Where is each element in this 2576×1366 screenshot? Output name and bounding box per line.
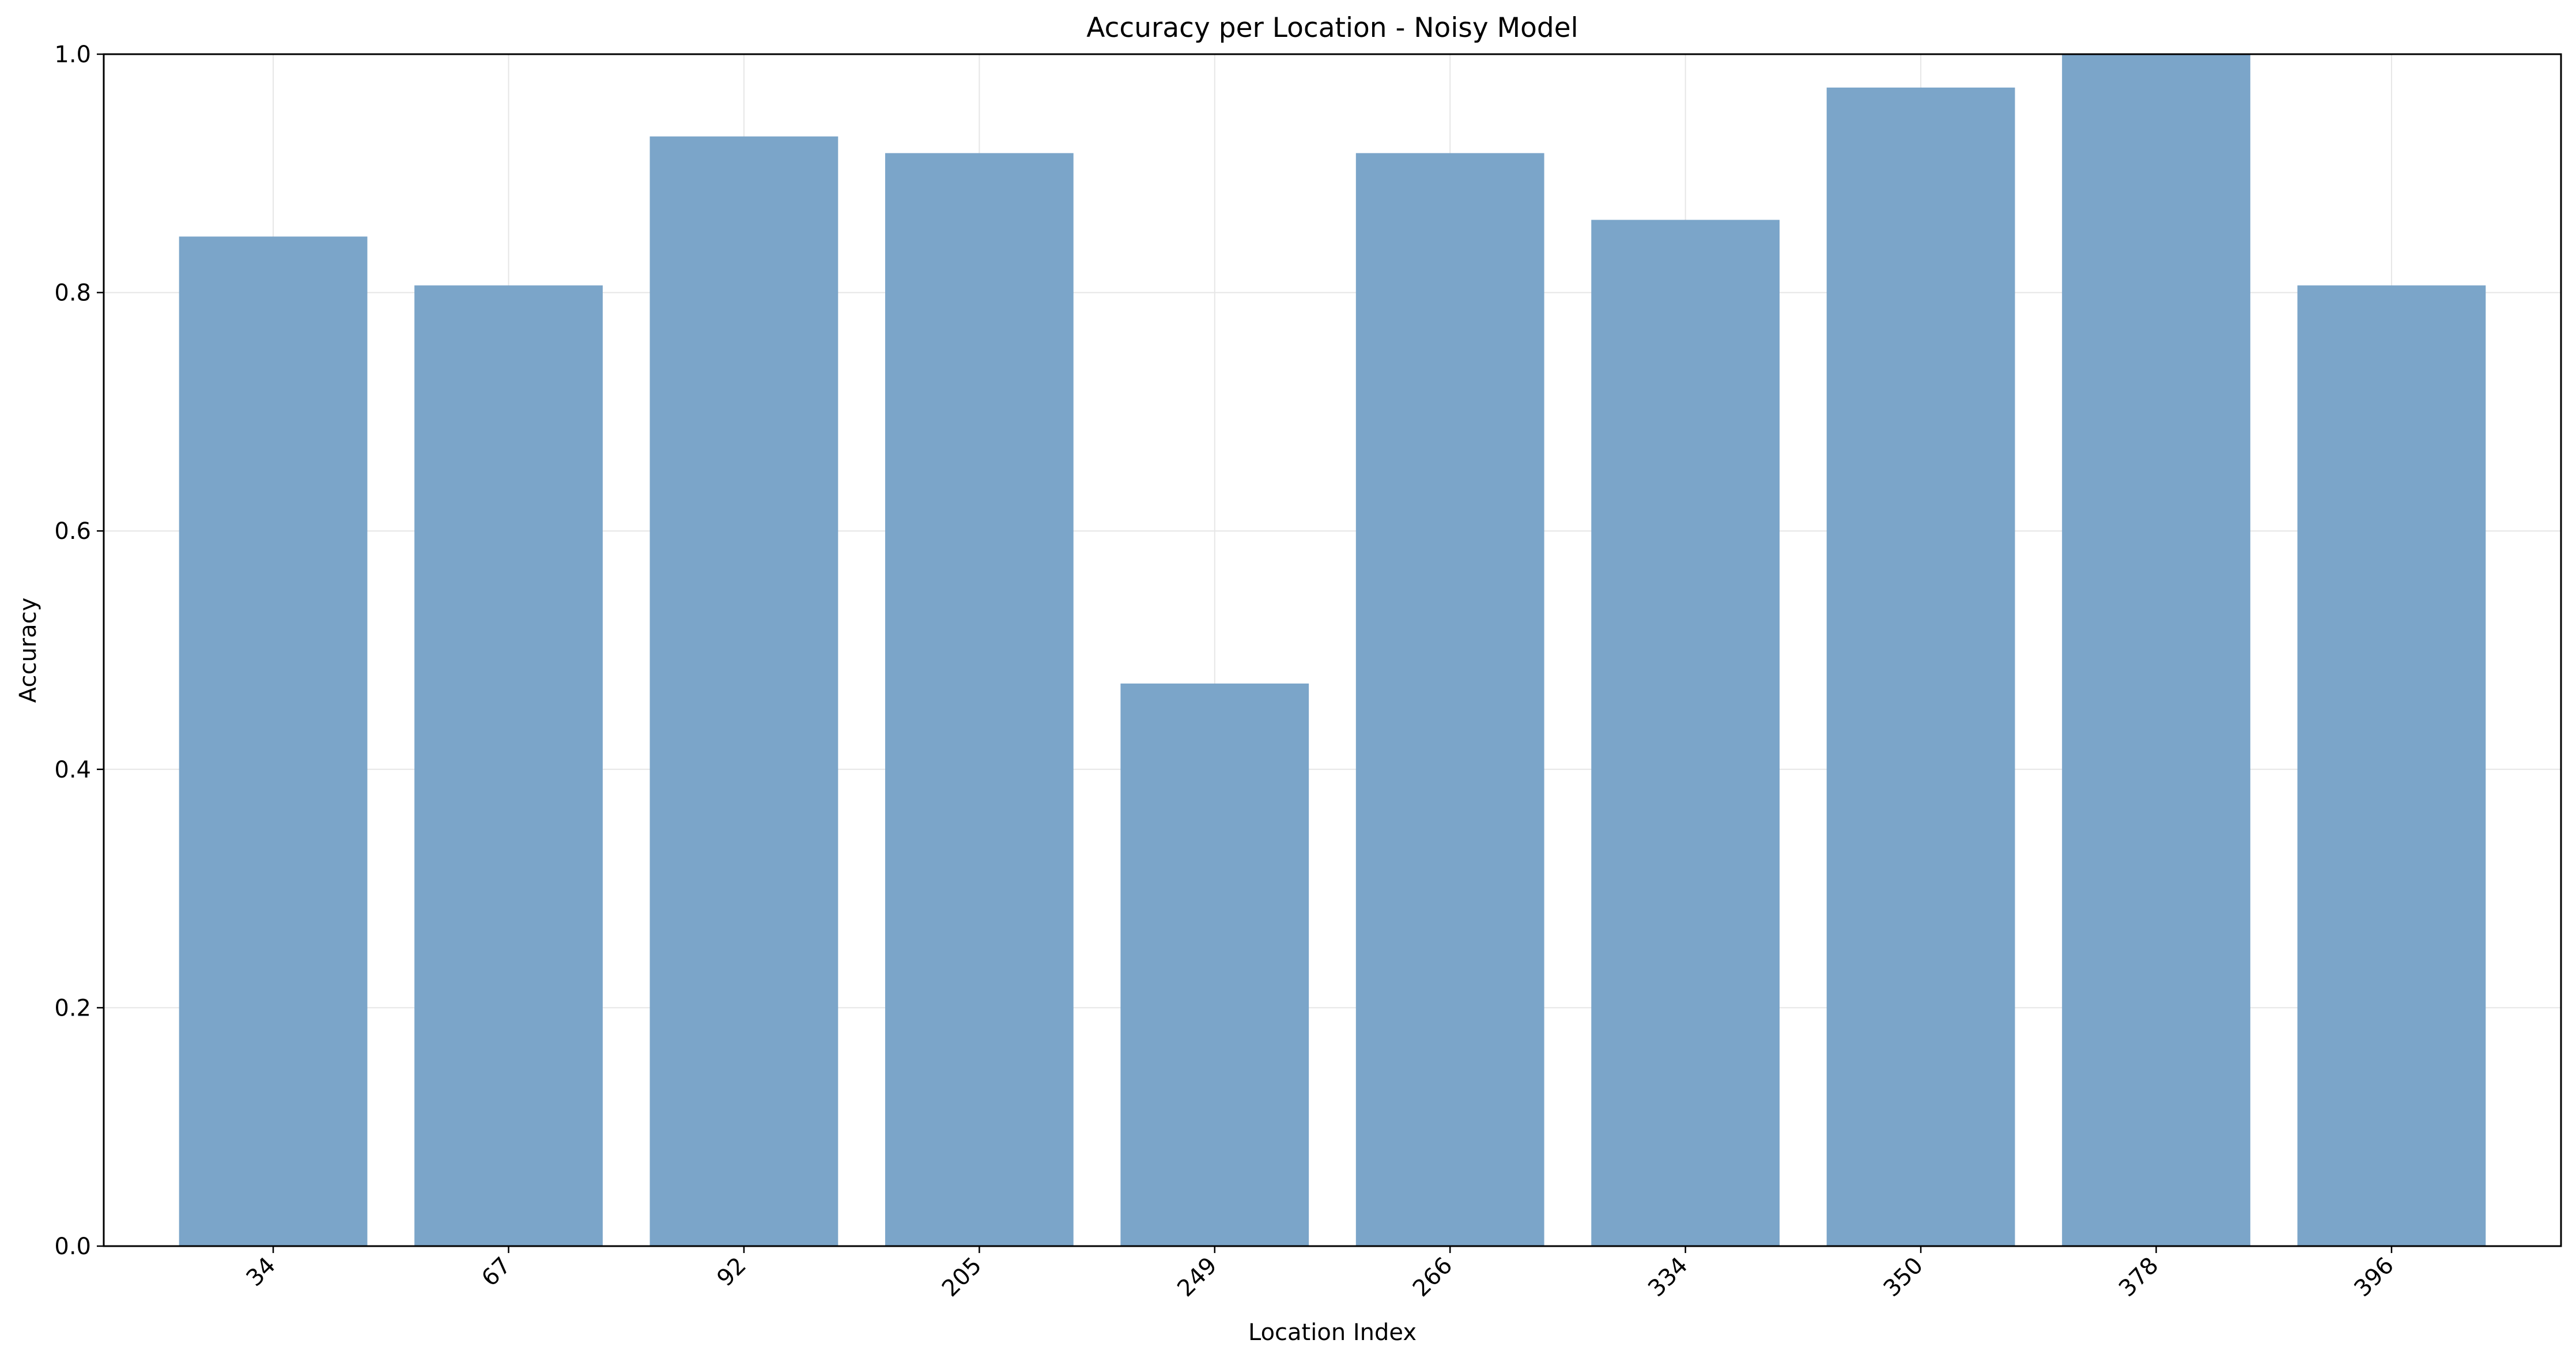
y-tick-label: 0.4 [54,757,91,783]
y-tick-label: 0.0 [54,1233,91,1260]
bar-92 [649,136,838,1246]
y-tick-label: 0.8 [54,280,91,307]
chart-title: Accuracy per Location - Noisy Model [1086,12,1578,44]
plot-frame [103,53,2562,1247]
bar-378 [2062,54,2250,1246]
bar-396 [2297,285,2486,1246]
y-tick-label: 0.6 [54,518,91,545]
bars [179,54,2486,1246]
y-tick-label: 0.2 [54,995,91,1021]
bar-67 [414,285,603,1246]
y-tick-label: 1.0 [54,41,91,68]
bar-350 [1826,87,2015,1246]
bar-34 [179,236,368,1246]
x-axis-label: Location Index [1248,1319,1417,1346]
bar-205 [885,153,1074,1246]
bar-266 [1355,153,1544,1246]
y-axis-label: Accuracy [15,598,41,703]
bar-334 [1591,220,1780,1246]
bar-249 [1120,683,1309,1246]
